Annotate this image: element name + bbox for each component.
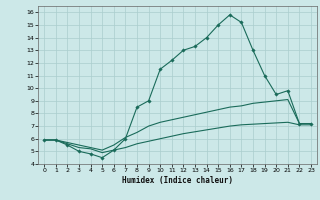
X-axis label: Humidex (Indice chaleur): Humidex (Indice chaleur) — [122, 176, 233, 185]
